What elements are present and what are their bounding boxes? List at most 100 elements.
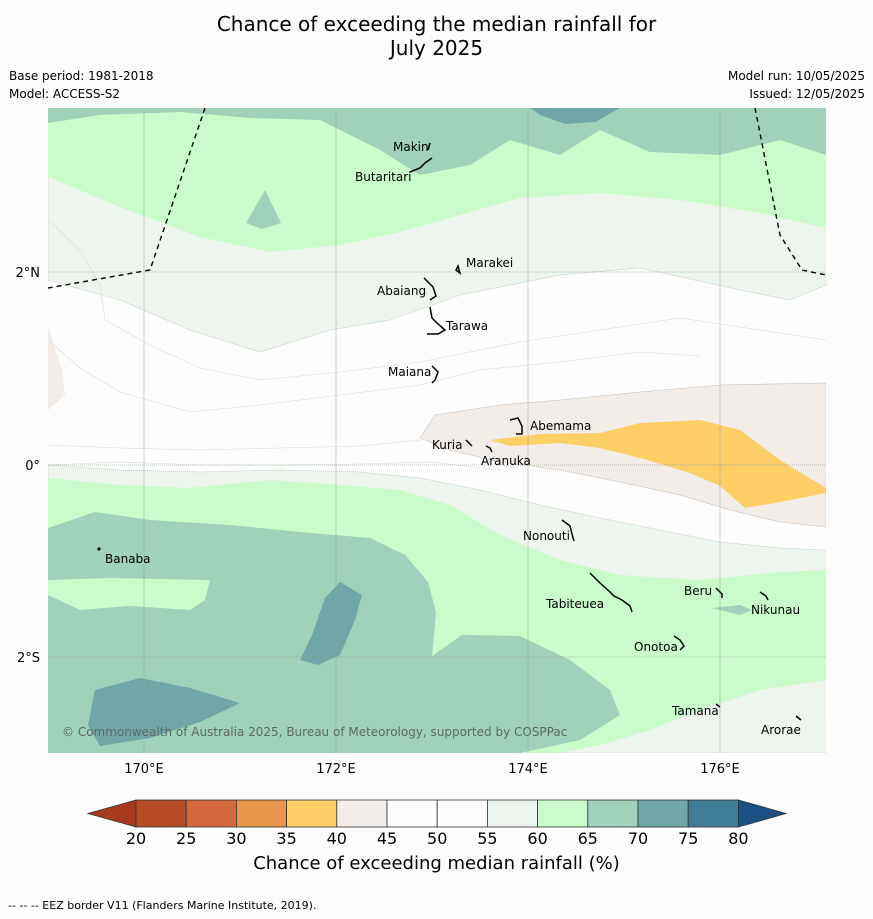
- onotoa-island: [673, 635, 685, 651]
- north-patch-65-70: [246, 190, 281, 229]
- abemama-island: [509, 417, 523, 435]
- label-nikunau: Nikunau: [751, 603, 800, 617]
- x-tick-174: 174°E: [508, 762, 548, 777]
- colorbar-segment: [286, 799, 338, 828]
- colorbar-segment: [336, 799, 388, 828]
- colorbar-segment: [135, 799, 187, 828]
- meta-right: Model run: 10/05/2025 Issued: 12/05/2025: [728, 67, 865, 103]
- title-line-2: July 2025: [389, 36, 484, 60]
- label-nonouti: Nonouti: [523, 529, 570, 543]
- colorbar: 20 25 30 35 40 45 50 55 60 65 70 75 80: [86, 799, 788, 848]
- label-banaba: Banaba: [105, 552, 151, 566]
- maiana-island: [431, 365, 439, 384]
- abaiang-island: [423, 277, 437, 301]
- x-tick-172: 172°E: [316, 762, 356, 777]
- colorbar-segment: [436, 799, 488, 828]
- eez-border-west: [48, 108, 206, 289]
- colorbar-segment: [537, 799, 589, 828]
- label-tamana: Tamana: [671, 704, 719, 718]
- tamana-island: [715, 703, 721, 708]
- colorbar-segment: [486, 799, 538, 828]
- west-patch-40-45: [48, 325, 65, 410]
- colorbar-segment: [687, 799, 739, 828]
- y-tick-0: 0°: [25, 459, 40, 474]
- copyright-notice: © Commonwealth of Australia 2025, Bureau…: [62, 725, 567, 739]
- latitude-lines: [48, 271, 826, 658]
- place-labels: Makin Butaritari Marakei Abaiang Tarawa …: [105, 140, 801, 737]
- label-kuria: Kuria: [432, 438, 463, 452]
- colorbar-tick: 25: [176, 829, 196, 848]
- north-patch-70-75: [530, 108, 620, 124]
- arorae-island: [795, 715, 802, 721]
- equatorial-patch-40-45: [419, 382, 826, 528]
- colorbar-tick: 55: [477, 829, 497, 848]
- contour-line: [48, 219, 826, 381]
- colorbar-extend-high: [738, 799, 788, 828]
- colorbar-tick: 45: [377, 829, 397, 848]
- colorbar-tick: 70: [628, 829, 648, 848]
- title-line-1: Chance of exceeding the median rainfall …: [216, 12, 657, 36]
- colorbar-tick: 50: [427, 829, 447, 848]
- map-title: Chance of exceeding the median rainfall …: [0, 12, 873, 60]
- x-tick-176: 176°E: [700, 762, 740, 777]
- nikunau-patch-65-70: [712, 605, 752, 615]
- label-butaritari: Butaritari: [355, 170, 412, 184]
- axis-labels: 170°E 172°E 174°E 176°E 2°N 0° 2°S: [16, 266, 740, 777]
- label-abaiang: Abaiang: [377, 284, 426, 298]
- colorbar-tick: 75: [678, 829, 698, 848]
- south-patch-70-75-b: [88, 678, 240, 746]
- equatorial-patch-35-40: [490, 420, 826, 508]
- north-band-60-65: [48, 108, 826, 252]
- meta-left: Base period: 1981-2018 Model: ACCESS-S2: [9, 67, 154, 103]
- colorbar-segment: [637, 799, 689, 828]
- colorbar-tick: 60: [527, 829, 547, 848]
- south-patch-70-75-a: [300, 582, 362, 665]
- makin-island: [427, 142, 431, 151]
- y-tick-2n: 2°N: [16, 266, 41, 281]
- colorbar-tick: 65: [578, 829, 598, 848]
- label-beru: Beru: [684, 584, 712, 598]
- beru-island: [715, 587, 723, 598]
- aranuka-island: [485, 445, 493, 453]
- colorbar-segment: [386, 799, 438, 828]
- colorbar-segment: [185, 799, 237, 828]
- label-abemama: Abemama: [530, 419, 591, 433]
- label-tarawa: Tarawa: [445, 319, 488, 333]
- south-patch-60-65: [48, 578, 210, 610]
- colorbar-label: Chance of exceeding median rainfall (%): [253, 853, 620, 874]
- model-name: Model: ACCESS-S2: [9, 87, 121, 101]
- label-onotoa: Onotoa: [634, 640, 678, 654]
- banaba-island: [97, 547, 101, 551]
- base-period: Base period: 1981-2018: [9, 69, 154, 83]
- label-makin: Makin: [393, 140, 429, 154]
- eez-border-east: [754, 108, 826, 276]
- issued-date: Issued: 12/05/2025: [749, 87, 865, 101]
- colorbar-tick: 30: [226, 829, 246, 848]
- contour-line: [48, 439, 421, 451]
- marakei-island: [455, 263, 462, 275]
- x-tick-170: 170°E: [124, 762, 164, 777]
- tarawa-island: [427, 306, 447, 335]
- colorbar-tick: 35: [276, 829, 296, 848]
- nikunau-island: [759, 591, 769, 601]
- label-aranuka: Aranuka: [481, 454, 531, 468]
- label-arorae: Arorae: [761, 723, 801, 737]
- butaritari-island: [409, 157, 433, 173]
- nonouti-island: [561, 519, 575, 542]
- label-marakei: Marakei: [466, 256, 513, 270]
- colorbar-segment: [235, 799, 287, 828]
- tabiteuea-island: [589, 572, 633, 613]
- colorbar-tick: 40: [327, 829, 347, 848]
- kuria-island: [465, 439, 473, 447]
- y-tick-2s: 2°S: [17, 651, 40, 666]
- contour-line: [48, 339, 701, 413]
- map-plot-area: Makin Butaritari Marakei Abaiang Tarawa …: [48, 108, 826, 753]
- north-band-65-70: [48, 108, 826, 175]
- graticule: [143, 108, 721, 753]
- label-maiana: Maiana: [388, 365, 431, 379]
- far-south-band-55-60: [690, 680, 826, 726]
- eez-legend-note: -- -- -- EEZ border V11 (Flanders Marine…: [8, 899, 317, 912]
- colorbar-tick: 20: [126, 829, 146, 848]
- colorbar-extend-low: [86, 799, 137, 828]
